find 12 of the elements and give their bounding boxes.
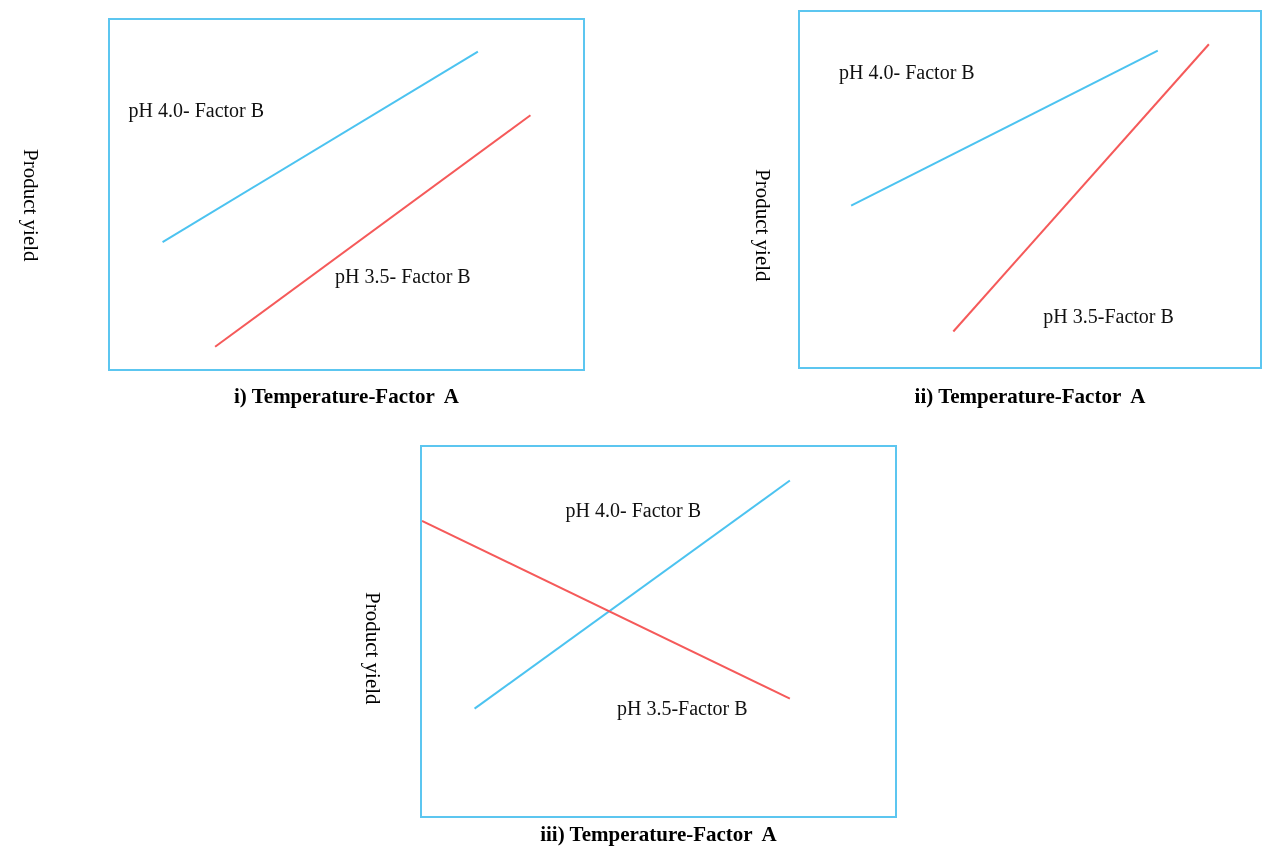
x-axis-title: ii) Temperature-Factor A — [913, 384, 1147, 409]
y-axis-title: Product yield — [360, 590, 385, 707]
text: pH 4.0- Factor B — [128, 98, 265, 122]
text: pH 3.5-Factor B — [1043, 305, 1174, 329]
text: pH 4.0- Factor B — [839, 61, 975, 85]
y-axis-title: Product yield — [750, 167, 775, 284]
y-axis-title: Product yield — [18, 147, 43, 264]
series-label: pH 3.5-Factor B — [617, 697, 748, 721]
x-axis-title: i) Temperature-Factor A — [233, 384, 460, 409]
x-axis-title: iii) Temperature-Factor A — [539, 822, 778, 847]
series-label: pH 3.5- Factor B — [335, 265, 471, 289]
series-label: pH 4.0- Factor B — [565, 499, 702, 523]
